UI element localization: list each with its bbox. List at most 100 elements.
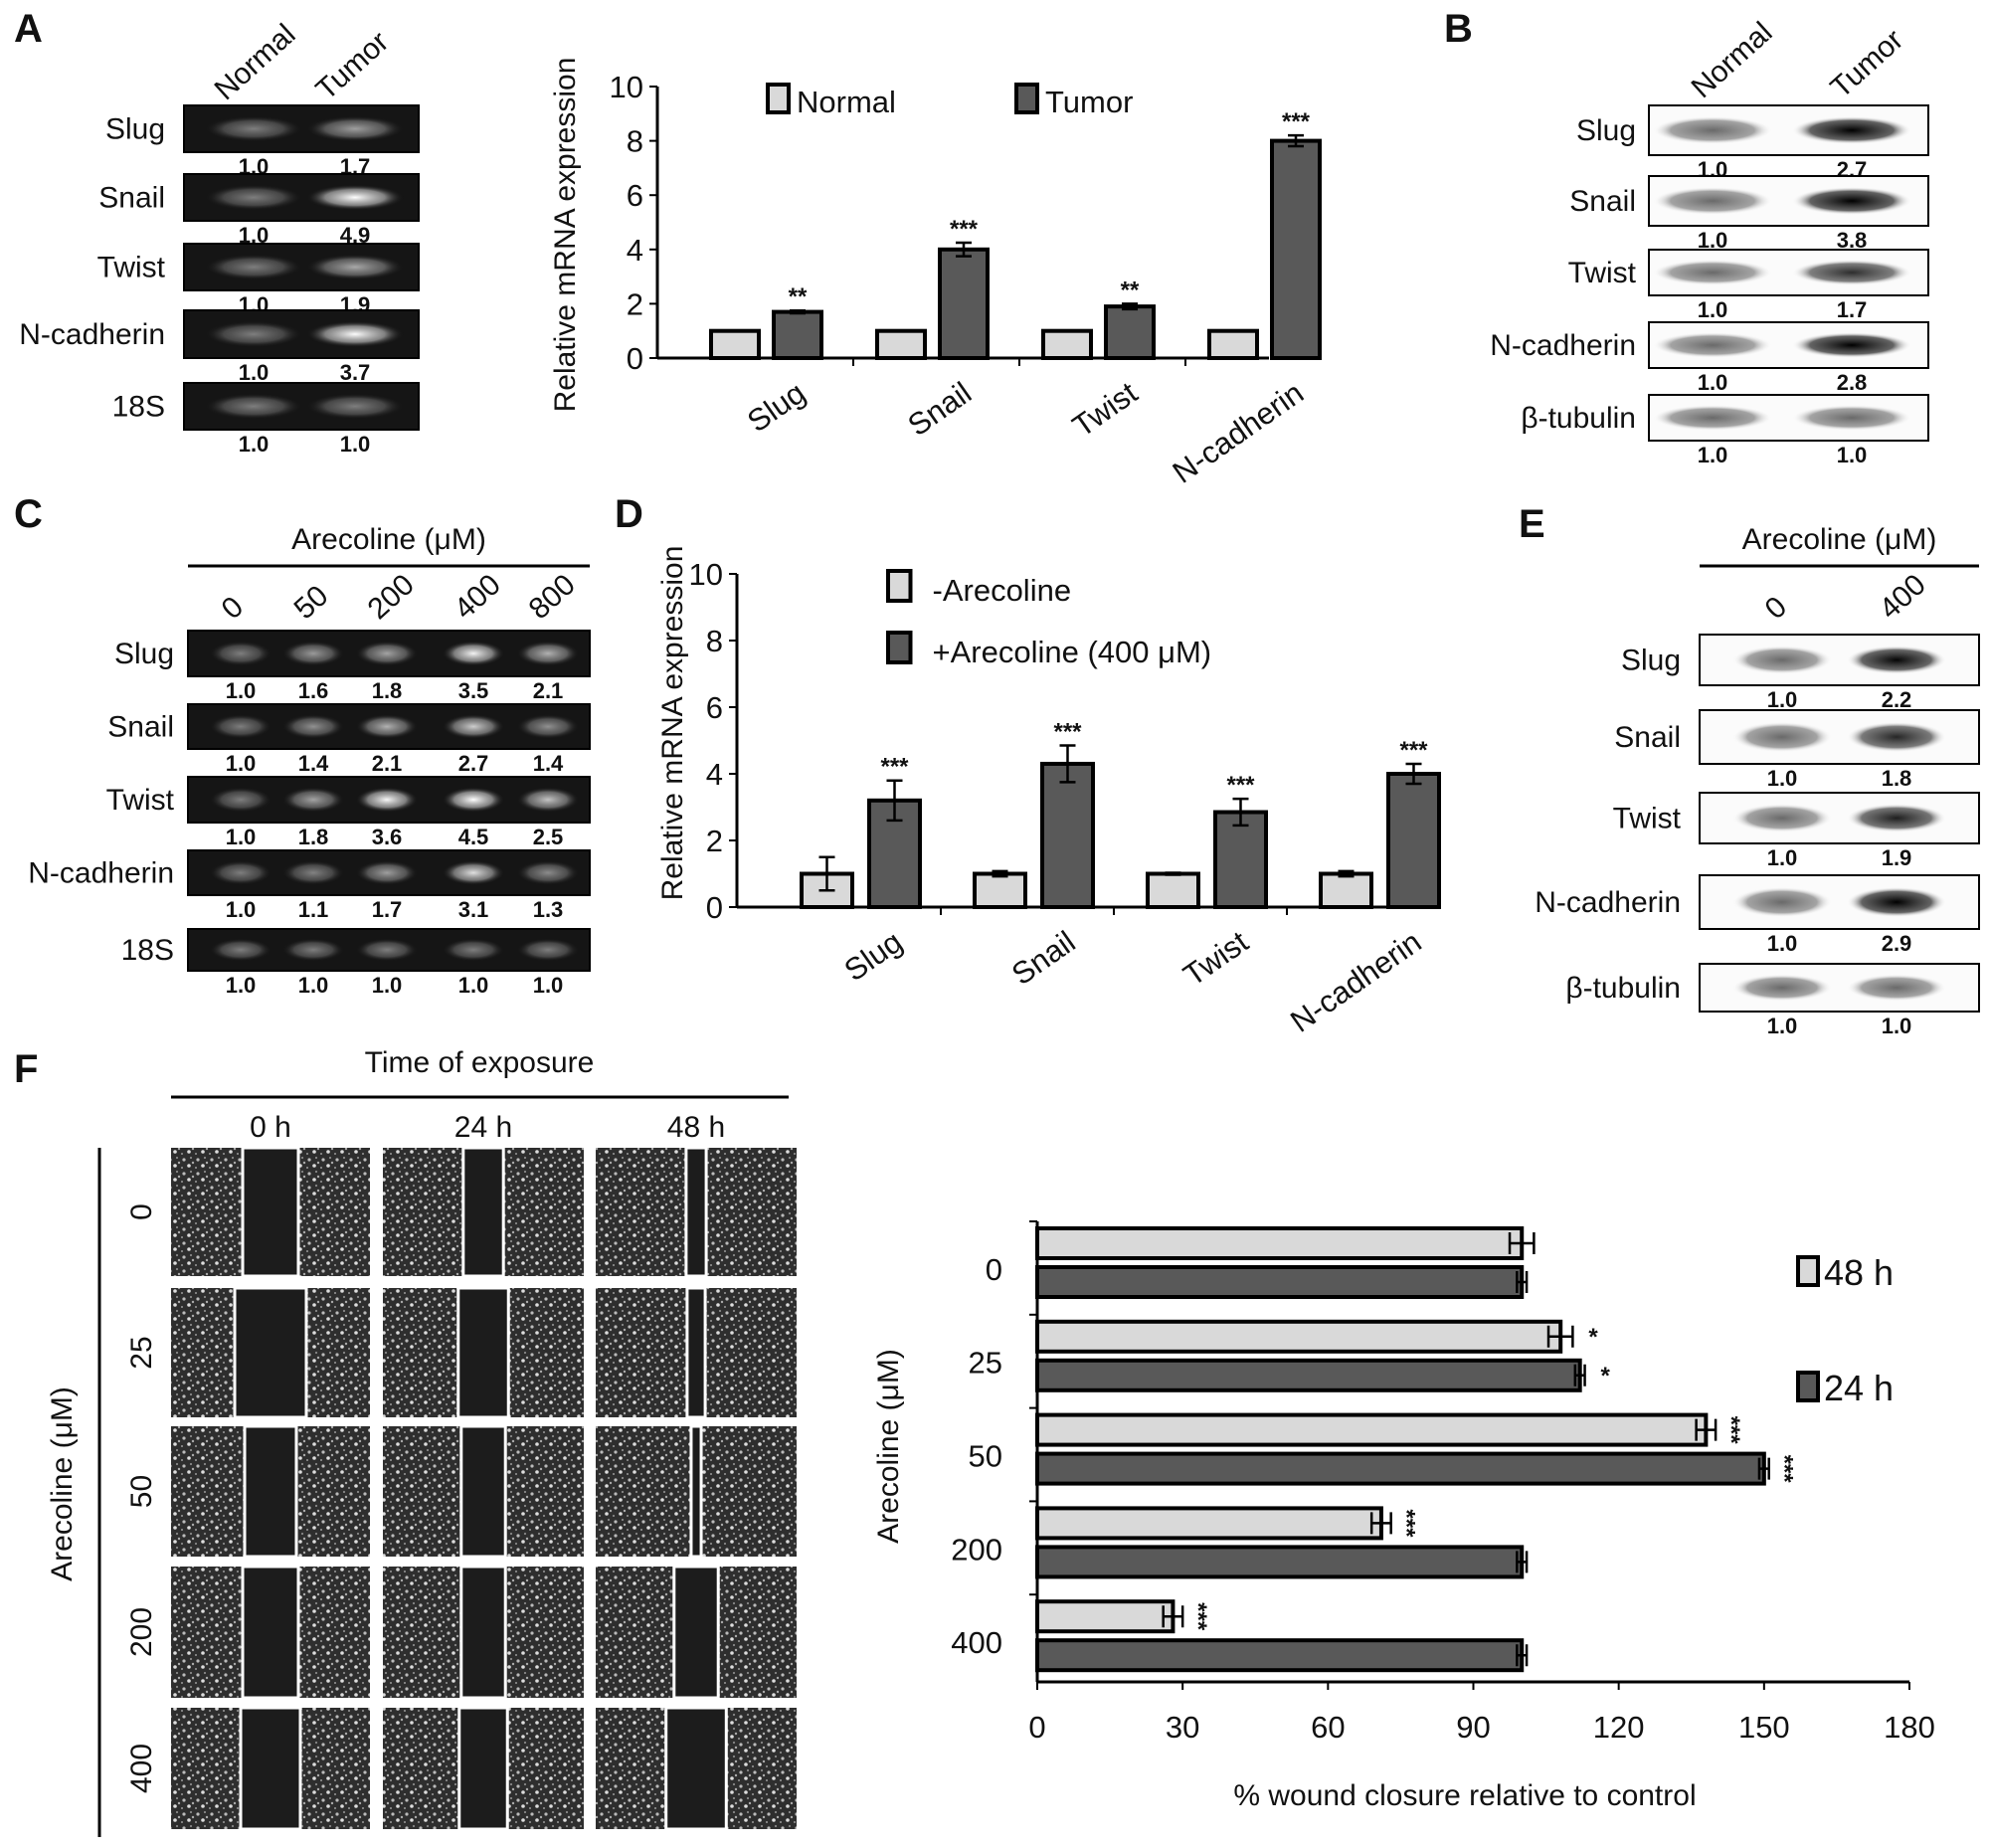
wound-gap [672,1565,720,1700]
lane-row-slug [1648,104,1929,156]
lane-row-n-cadherin [1699,874,1980,930]
band [209,938,272,962]
x-tick-label: 0 [1028,1710,1045,1745]
x-tick-label: 90 [1456,1710,1490,1745]
band-value: 3.8 [1837,228,1868,253]
error-bar [1573,1364,1586,1386]
band [355,787,419,813]
wound-gap [456,1286,510,1419]
time-of-exposure-label: Time of exposure [365,1046,595,1079]
wound-gap [457,1706,509,1831]
lane-label: Normal [1686,16,1779,104]
band [442,641,505,666]
significance-mark: *** [1718,1416,1744,1445]
band [1653,260,1772,285]
band [1653,332,1772,358]
row-label: 18S [112,391,165,424]
band [204,393,303,420]
band [1847,721,1946,753]
legend-swatch [886,569,913,603]
category-label: N-cadherin [1284,924,1427,1039]
wound-image [596,1565,797,1700]
band [209,859,272,886]
row-label: Snail [107,711,174,744]
significance-mark: *** [1771,1455,1798,1484]
row-label: N-cadherin [1535,886,1681,919]
lane-row-n-cadherin [183,309,420,359]
band [355,641,419,666]
band-value: 1.4 [298,751,329,776]
lane-row-twist [183,243,420,291]
band [1847,974,1946,1002]
band [281,641,345,666]
bar--arecoline-400-m- [1040,761,1095,910]
band [516,713,580,740]
panel-label-e: E [1519,502,1545,546]
wound-gap [459,1565,507,1700]
y-tick-label: 8 [706,624,723,658]
lane-label: 200 [362,568,421,626]
wound-gap [241,1146,300,1278]
lane-label: 0 [216,591,250,627]
band-value: 1.0 [226,751,257,776]
lane-row-snail [187,703,591,750]
bar-24h [1035,1545,1525,1579]
wound-image [596,1286,797,1419]
error-bar [818,855,835,892]
y-tick-label: 0 [627,341,643,376]
bar-48h [1035,1226,1525,1260]
band-value: 1.0 [1767,845,1798,870]
y-tick-label: 4 [627,233,643,268]
bar-tumor [1104,304,1156,361]
x-tick-label: 60 [1311,1710,1345,1745]
error-bar [1122,302,1138,311]
band-value: 1.0 [1698,228,1728,253]
band [281,859,345,886]
legend-swatch [1796,1255,1820,1287]
panel-label-f: F [14,1047,38,1091]
row-label: Twist [1568,257,1637,289]
wound-gap [239,1706,302,1831]
band-value: 1.0 [1698,297,1728,322]
band [1653,116,1772,144]
error-bar [1516,1551,1529,1573]
band [355,713,419,740]
band-value: 1.0 [1767,1014,1798,1038]
band [281,787,345,813]
bar-48h [1035,1412,1709,1447]
wound-gap [684,1146,708,1278]
concentration-label: 25 [125,1336,158,1369]
error-bar [1757,1457,1770,1480]
legend-label: Tumor [1045,85,1133,119]
wound-image [383,1286,584,1419]
category-label: 0 [986,1252,1002,1287]
error-bar [790,308,806,315]
band-value: 1.0 [226,973,257,998]
wound-gap [685,1286,707,1419]
bar-24h [1035,1265,1525,1299]
band-value: 2.1 [372,751,403,776]
band-value: 1.4 [533,751,564,776]
row-label: N-cadherin [28,857,174,890]
band [442,938,505,962]
error-bar [1516,1271,1529,1293]
row-label: β-tubulin [1565,972,1681,1005]
legend-swatch [766,83,791,114]
bar-48h [1035,1599,1175,1634]
band-value: 1.9 [1882,845,1912,870]
lane-row-slug [187,630,591,677]
lane-row-n-cadherin [1648,321,1929,369]
band [1792,260,1911,285]
bar-24h [1035,1451,1766,1486]
band [305,254,405,280]
lane-label: 400 [1874,568,1932,626]
error-bar [992,869,1008,878]
legend-swatch [886,631,913,664]
wound-gap [233,1286,308,1419]
significance-mark: *** [1226,772,1255,799]
band-value: 1.0 [1767,766,1798,791]
x-tick-label: 120 [1593,1710,1645,1745]
header-label: Arecoline (μM) [1742,523,1937,556]
wound-image [596,1706,797,1831]
